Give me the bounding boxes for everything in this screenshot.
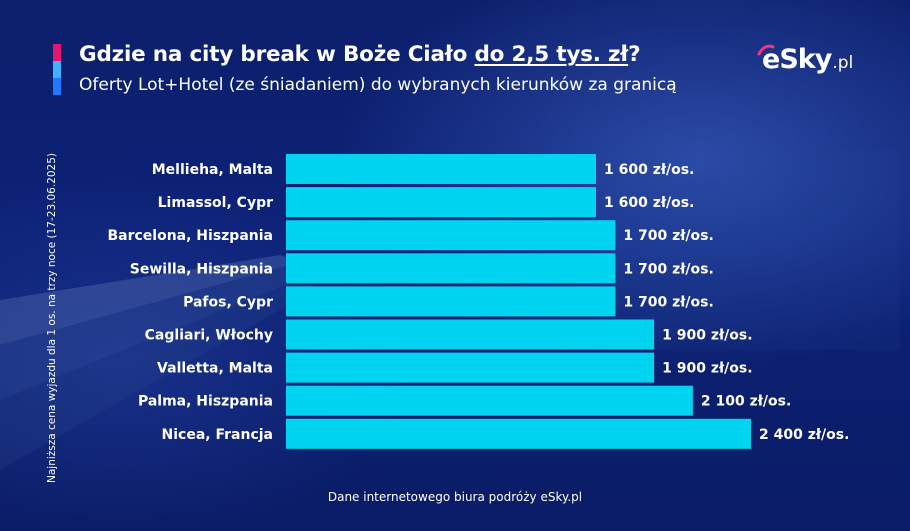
category-label-4: Pafos, Cypr bbox=[183, 294, 273, 310]
logo-e: e bbox=[757, 44, 780, 75]
esky-logo: e Sky .pl bbox=[757, 44, 854, 75]
category-label-2: Barcelona, Hiszpania bbox=[107, 228, 273, 244]
bar-3 bbox=[286, 253, 616, 284]
title-main: Gdzie na city break w Boże Ciało bbox=[79, 42, 475, 67]
category-label-3: Sewilla, Hiszpania bbox=[130, 261, 273, 277]
value-label-6: 1 900 zł/os. bbox=[662, 361, 752, 377]
value-label-2: 1 700 zł/os. bbox=[623, 228, 713, 244]
bar-8 bbox=[286, 418, 751, 449]
category-label-7: Palma, Hiszpania bbox=[138, 394, 273, 410]
bar-0 bbox=[286, 154, 596, 184]
page-subtitle: Oferty Lot+Hotel (ze śniadaniem) do wybr… bbox=[79, 75, 677, 95]
source-note: Dane internetowego biura podróży eSky.pl bbox=[327, 490, 583, 504]
value-label-4: 1 700 zł/os. bbox=[623, 294, 713, 310]
value-label-8: 2 400 zł/os. bbox=[759, 427, 849, 443]
bar-6 bbox=[286, 352, 655, 383]
accent-bar-lightblue bbox=[53, 61, 61, 78]
title-end: ? bbox=[628, 42, 641, 67]
bar-7 bbox=[286, 385, 693, 416]
accent-bar-pink bbox=[53, 44, 61, 61]
category-label-6: Valletta, Malta bbox=[157, 361, 273, 377]
page-title: Gdzie na city break w Boże Ciało do 2,5 … bbox=[79, 42, 641, 67]
logo-sky-text: Sky bbox=[779, 44, 832, 75]
value-label-0: 1 600 zł/os. bbox=[604, 162, 694, 178]
value-label-7: 2 100 zł/os. bbox=[701, 394, 791, 410]
logo-swoosh-icon bbox=[757, 44, 775, 56]
value-label-1: 1 600 zł/os. bbox=[604, 195, 694, 211]
bar-1 bbox=[286, 187, 596, 218]
category-label-8: Nicea, Francja bbox=[162, 427, 273, 443]
bar-4 bbox=[286, 286, 616, 317]
category-label-0: Mellieha, Malta bbox=[152, 162, 273, 178]
bar-2 bbox=[286, 220, 616, 251]
value-label-3: 1 700 zł/os. bbox=[623, 261, 713, 277]
value-label-5: 1 900 zł/os. bbox=[662, 328, 752, 344]
bar-5 bbox=[286, 319, 655, 350]
category-label-5: Cagliari, Włochy bbox=[145, 328, 273, 344]
logo-e-text: e bbox=[762, 44, 780, 75]
logo-pl-text: .pl bbox=[832, 53, 854, 73]
title-underlined: do 2,5 tys. zł bbox=[474, 42, 629, 67]
category-label-1: Limassol, Cypr bbox=[158, 195, 273, 211]
accent-bar-blue bbox=[53, 78, 61, 95]
